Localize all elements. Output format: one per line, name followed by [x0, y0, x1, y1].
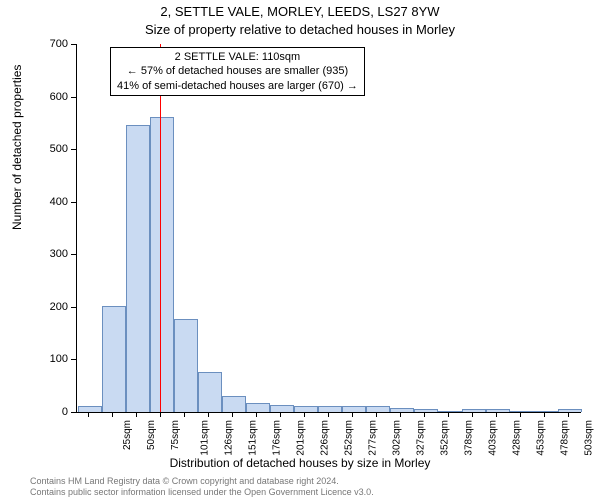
xtick-mark — [352, 412, 353, 417]
histogram-bar — [246, 403, 271, 412]
xtick-label: 428sqm — [512, 420, 523, 456]
ytick-label: 500 — [28, 143, 68, 155]
xtick-label: 151sqm — [248, 420, 259, 456]
ytick-mark — [71, 254, 76, 255]
ytick-label: 200 — [28, 301, 68, 313]
histogram-bar — [414, 409, 439, 412]
histogram-bar — [222, 396, 247, 412]
histogram-bar — [462, 409, 487, 412]
xtick-label: 378sqm — [464, 420, 475, 456]
xtick-label: 226sqm — [320, 420, 331, 456]
histogram-bar — [150, 117, 175, 412]
xtick-mark — [208, 412, 209, 417]
annotation-line: 2 SETTLE VALE: 110sqm — [117, 50, 358, 64]
xtick-label: 75sqm — [170, 420, 181, 450]
xtick-label: 503sqm — [584, 420, 595, 456]
histogram-bar — [342, 406, 367, 412]
ytick-mark — [71, 97, 76, 98]
histogram-bar — [534, 411, 559, 412]
ytick-label: 700 — [28, 38, 68, 50]
ytick-label: 300 — [28, 248, 68, 260]
ytick-mark — [71, 307, 76, 308]
histogram-bar — [198, 372, 223, 412]
xtick-mark — [184, 412, 185, 417]
ytick-mark — [71, 412, 76, 413]
xtick-label: 252sqm — [344, 420, 355, 456]
xtick-label: 352sqm — [440, 420, 451, 456]
histogram-bar — [174, 319, 199, 412]
xtick-mark — [520, 412, 521, 417]
xtick-mark — [136, 412, 137, 417]
xtick-label: 302sqm — [392, 420, 403, 456]
plot-area — [76, 44, 581, 413]
ytick-mark — [71, 202, 76, 203]
histogram-bar — [318, 406, 343, 412]
histogram-bar — [102, 306, 127, 412]
xtick-mark — [568, 412, 569, 417]
histogram-bar — [294, 406, 319, 412]
xtick-label: 176sqm — [272, 420, 283, 456]
xtick-label: 126sqm — [224, 420, 235, 456]
property-marker-line — [160, 44, 161, 412]
xtick-label: 327sqm — [416, 420, 427, 456]
xtick-mark — [496, 412, 497, 417]
xtick-label: 201sqm — [296, 420, 307, 456]
xtick-label: 101sqm — [200, 420, 211, 456]
histogram-bar — [78, 406, 103, 412]
histogram-bar — [486, 409, 511, 412]
annotation-box: 2 SETTLE VALE: 110sqm← 57% of detached h… — [110, 47, 365, 96]
y-axis-label: Number of detached properties — [10, 65, 24, 230]
xtick-label: 277sqm — [368, 420, 379, 456]
xtick-mark — [304, 412, 305, 417]
ytick-mark — [71, 149, 76, 150]
xtick-mark — [424, 412, 425, 417]
xtick-label: 25sqm — [122, 420, 133, 450]
ytick-label: 0 — [28, 406, 68, 418]
histogram-bar — [390, 408, 415, 412]
xtick-mark — [472, 412, 473, 417]
xtick-mark — [400, 412, 401, 417]
histogram-bar — [558, 409, 583, 412]
ytick-label: 600 — [28, 91, 68, 103]
ytick-label: 100 — [28, 353, 68, 365]
histogram-bar — [366, 406, 391, 412]
histogram-bar — [510, 411, 535, 412]
histogram-bar — [126, 125, 151, 413]
histogram-bar — [270, 405, 295, 412]
xtick-mark — [232, 412, 233, 417]
histogram-bar — [438, 411, 463, 412]
xtick-mark — [160, 412, 161, 417]
xtick-label: 478sqm — [560, 420, 571, 456]
xtick-label: 50sqm — [146, 420, 157, 450]
xtick-mark — [328, 412, 329, 417]
xtick-mark — [376, 412, 377, 417]
xtick-mark — [544, 412, 545, 417]
xtick-mark — [88, 412, 89, 417]
footer-line-2: Contains public sector information licen… — [30, 487, 374, 497]
xtick-mark — [448, 412, 449, 417]
xtick-mark — [112, 412, 113, 417]
ytick-mark — [71, 359, 76, 360]
xtick-mark — [256, 412, 257, 417]
annotation-line: 41% of semi-detached houses are larger (… — [117, 79, 358, 93]
title-main: 2, SETTLE VALE, MORLEY, LEEDS, LS27 8YW — [0, 4, 600, 19]
xtick-label: 403sqm — [488, 420, 499, 456]
footer-line-1: Contains HM Land Registry data © Crown c… — [30, 476, 339, 486]
xtick-mark — [280, 412, 281, 417]
ytick-label: 400 — [28, 196, 68, 208]
annotation-line: ← 57% of detached houses are smaller (93… — [117, 64, 358, 78]
x-axis-label: Distribution of detached houses by size … — [0, 456, 600, 470]
xtick-label: 453sqm — [536, 420, 547, 456]
title-sub: Size of property relative to detached ho… — [0, 22, 600, 37]
ytick-mark — [71, 44, 76, 45]
